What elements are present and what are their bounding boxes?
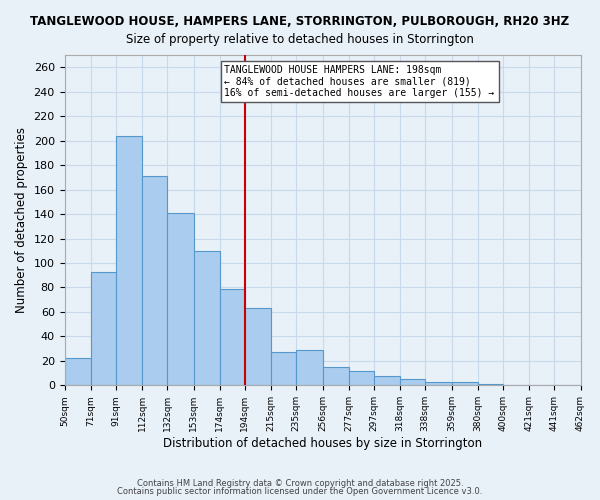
Bar — [296, 350, 323, 386]
Bar — [271, 352, 296, 386]
Bar — [220, 288, 245, 386]
Bar — [194, 251, 220, 386]
Y-axis label: Number of detached properties: Number of detached properties — [15, 127, 28, 313]
Bar — [374, 376, 400, 386]
Bar — [478, 384, 503, 386]
Text: Contains HM Land Registry data © Crown copyright and database right 2025.: Contains HM Land Registry data © Crown c… — [137, 478, 463, 488]
Bar — [425, 382, 452, 386]
Bar — [349, 370, 374, 386]
Text: TANGLEWOOD HOUSE, HAMPERS LANE, STORRINGTON, PULBOROUGH, RH20 3HZ: TANGLEWOOD HOUSE, HAMPERS LANE, STORRING… — [31, 15, 569, 28]
X-axis label: Distribution of detached houses by size in Storrington: Distribution of detached houses by size … — [163, 437, 482, 450]
Text: Contains public sector information licensed under the Open Government Licence v3: Contains public sector information licen… — [118, 487, 482, 496]
Bar — [400, 379, 425, 386]
Bar — [65, 358, 91, 386]
Bar — [142, 176, 167, 386]
Bar — [323, 367, 349, 386]
Text: TANGLEWOOD HOUSE HAMPERS LANE: 198sqm
← 84% of detached houses are smaller (819): TANGLEWOOD HOUSE HAMPERS LANE: 198sqm ← … — [224, 65, 495, 98]
Bar — [116, 136, 142, 386]
Bar — [167, 213, 194, 386]
Text: Size of property relative to detached houses in Storrington: Size of property relative to detached ho… — [126, 32, 474, 46]
Bar — [91, 272, 116, 386]
Bar — [452, 382, 478, 386]
Bar — [245, 308, 271, 386]
